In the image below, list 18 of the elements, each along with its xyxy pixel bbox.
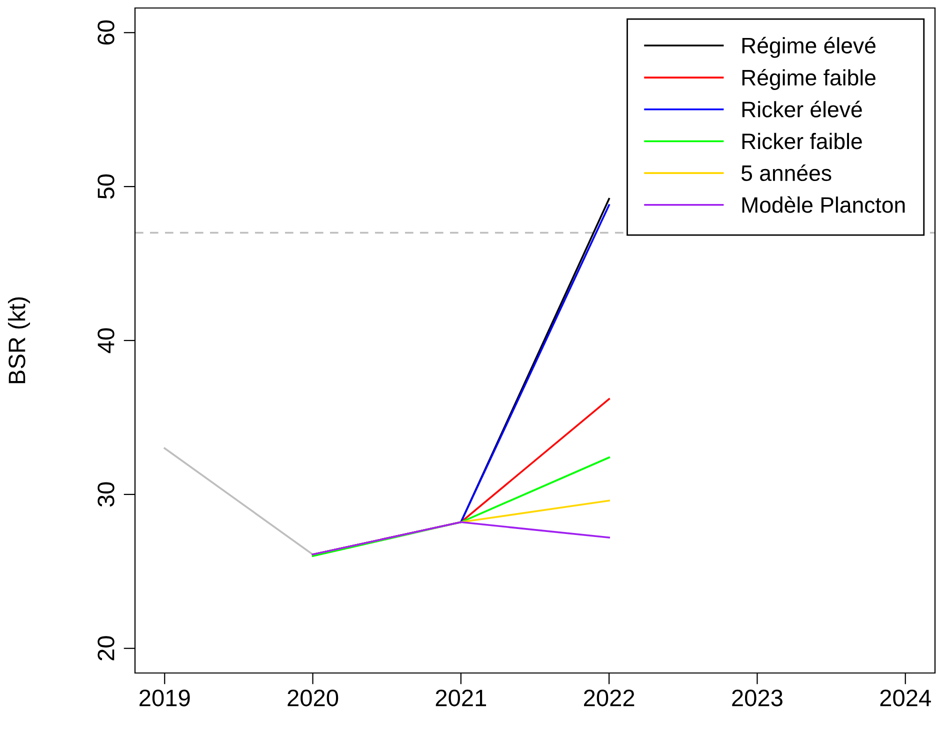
y-tick-label: 30 (98, 482, 114, 507)
legend-label: Régime faible (742, 68, 876, 90)
y-tick-label: 50 (98, 174, 114, 199)
legend-label: Modèle Plancton (742, 196, 905, 213)
legend-label: Régime élevé (742, 36, 876, 58)
x-tick-label: 2021 (436, 690, 486, 706)
y-tick-label: 20 (98, 636, 114, 660)
y-axis-title: BSR (kt) (8, 297, 30, 384)
legend-label: Ricker faible (742, 132, 862, 150)
legend-label: 5 années (741, 164, 832, 182)
y-tick-label: 40 (98, 328, 114, 354)
legend-label: Ricker élevé (742, 100, 862, 118)
x-tick-label: 2022 (584, 690, 634, 706)
y-tick-label: 60 (98, 20, 114, 45)
x-tick-label: 2019 (140, 690, 190, 706)
x-tick-label: 2024 (880, 690, 931, 706)
x-tick-label: 2020 (288, 690, 338, 706)
x-tick-label: 2023 (732, 690, 782, 706)
